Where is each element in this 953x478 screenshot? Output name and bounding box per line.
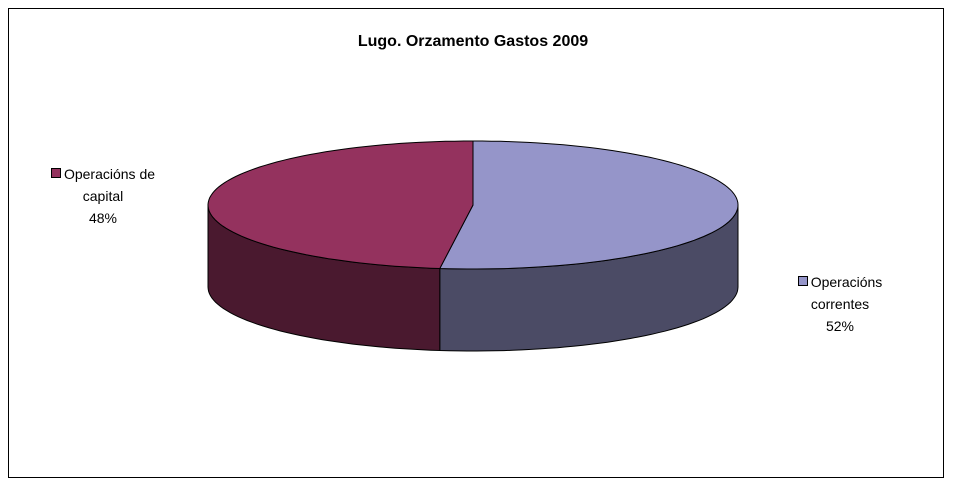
pie-slice [207, 140, 474, 270]
pie-slice [438, 140, 739, 270]
legend-swatch [50, 168, 61, 178]
category-label: Operacións correntes [810, 274, 883, 312]
value-label: 52% [825, 318, 855, 334]
category-label: Operacións de capital [63, 166, 156, 204]
data-label: Operacións correntes 52% [785, 271, 895, 337]
chart-title: Lugo. Orzamento Gastos 2009 [358, 33, 588, 50]
data-label: Operacións de capital 48% [30, 163, 176, 229]
value-label: 48% [88, 210, 118, 226]
page: {"chart_data": {"type": "pie3d", "title"… [8, 8, 944, 478]
legend-swatch [797, 276, 808, 286]
chart: Lugo. Orzamento Gastos 2009 [207, 33, 739, 352]
